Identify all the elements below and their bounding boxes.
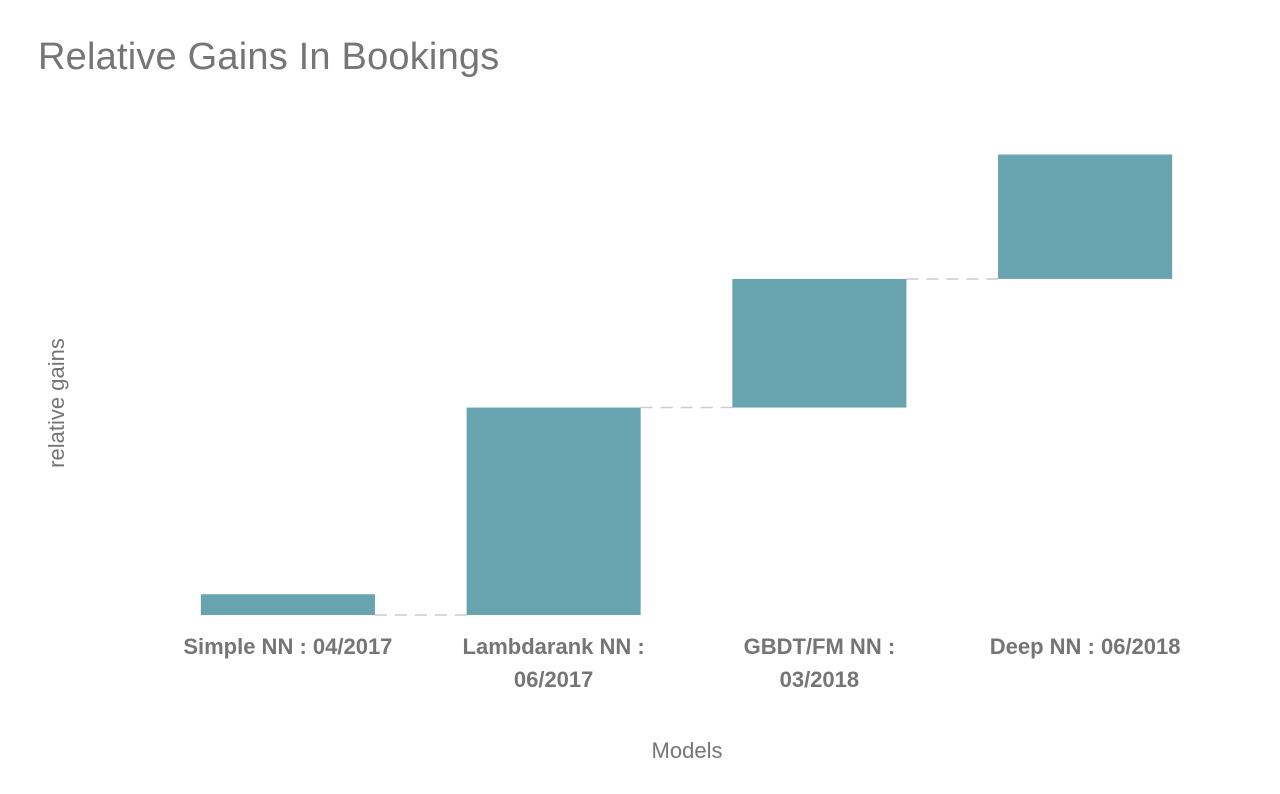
x-axis-label: Models bbox=[652, 738, 723, 763]
bar-1 bbox=[200, 594, 375, 615]
x-tick-label-2: Lambdarank NN :06/2017 bbox=[463, 634, 645, 692]
x-tick-label-1: Simple NN : 04/2017 bbox=[183, 634, 392, 659]
bar-4 bbox=[998, 154, 1173, 279]
x-tick-labels: Simple NN : 04/2017 Lambdarank NN :06/201… bbox=[183, 634, 1180, 692]
x-tick-label-3: GBDT/FM NN :03/2018 bbox=[744, 634, 896, 692]
bar-3 bbox=[732, 278, 907, 408]
x-tick-label-4: Deep NN : 06/2018 bbox=[990, 634, 1181, 659]
connector-lines bbox=[374, 278, 999, 616]
y-axis-label: relative gains bbox=[44, 338, 69, 468]
chart-title: Relative Gains In Bookings bbox=[38, 36, 500, 78]
bar-2 bbox=[466, 407, 641, 615]
bars-group bbox=[200, 154, 1173, 615]
